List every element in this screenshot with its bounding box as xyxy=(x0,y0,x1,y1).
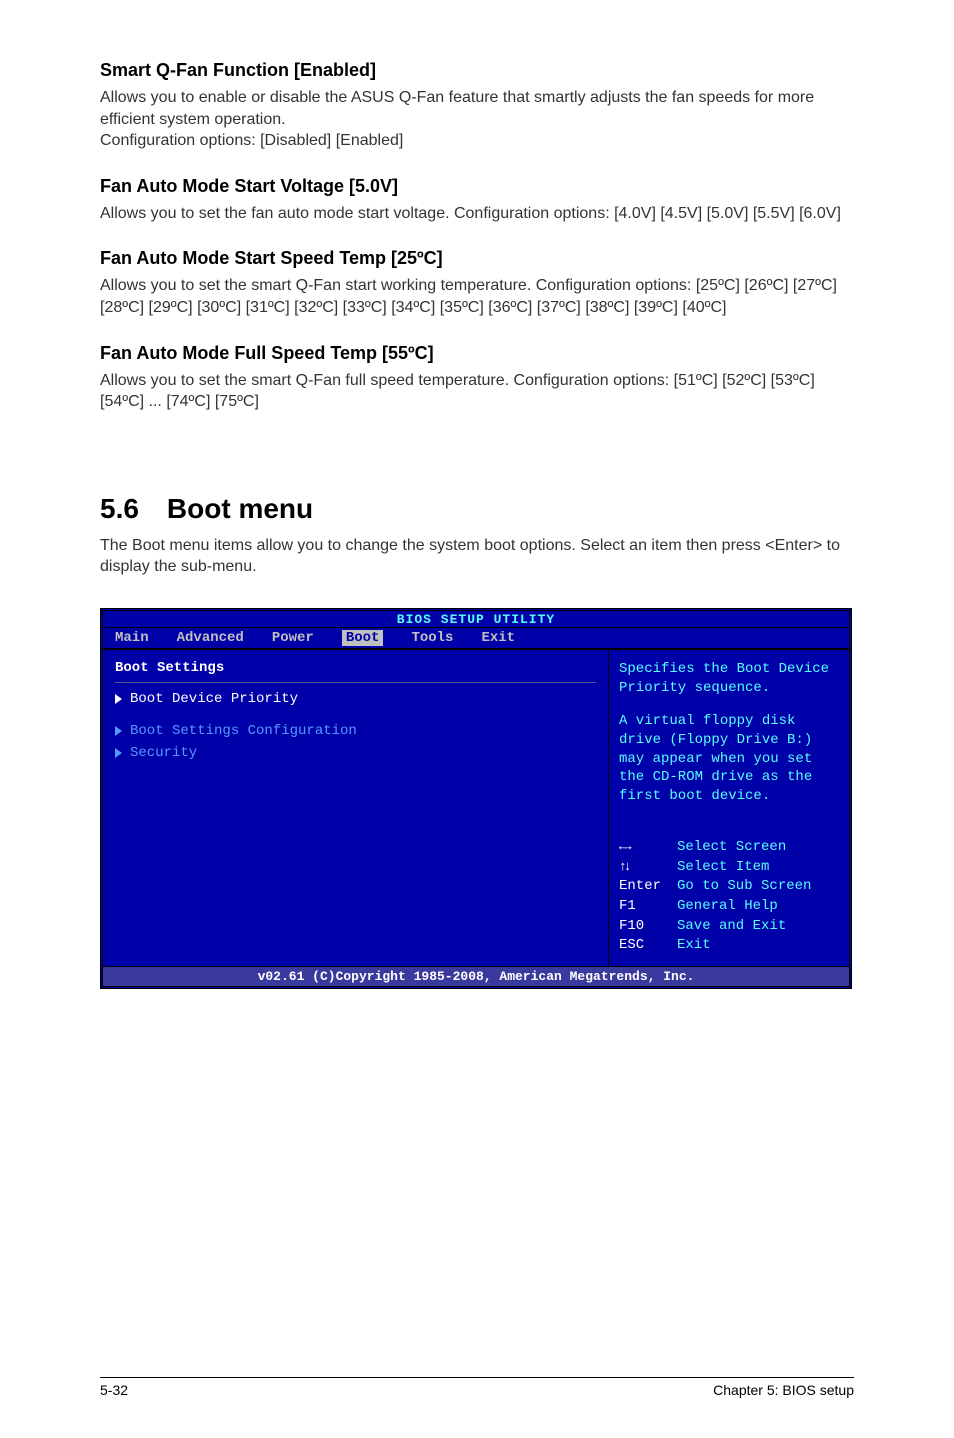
key-label: ←→ xyxy=(619,838,677,858)
bios-footer: v02.61 (C)Copyright 1985-2008, American … xyxy=(103,966,849,986)
key-label: F10 xyxy=(619,917,677,937)
key-action: Save and Exit xyxy=(677,917,786,937)
boot-menu-body: The Boot menu items allow you to change … xyxy=(100,535,854,578)
boot-menu-heading: 5.6 Boot menu xyxy=(100,493,854,525)
bios-item-label: Security xyxy=(130,745,197,761)
boot-settings-title: Boot Settings xyxy=(115,660,596,676)
bios-right-pane: Specifies the Boot Device Priority seque… xyxy=(609,650,849,966)
bios-tab-exit[interactable]: Exit xyxy=(481,630,515,646)
key-action: General Help xyxy=(677,897,778,917)
key-label: F1 xyxy=(619,897,677,917)
key-action: Select Screen xyxy=(677,838,786,858)
bios-tab-power[interactable]: Power xyxy=(272,630,314,646)
right-desc-1: Specifies the Boot Device Priority seque… xyxy=(619,660,839,698)
section-body: Allows you to set the smart Q-Fan full s… xyxy=(100,370,854,413)
bios-item[interactable]: Boot Settings Configuration xyxy=(115,723,596,739)
section-body: Allows you to set the smart Q-Fan start … xyxy=(100,275,854,318)
bios-menu-bar: Main Advanced Power Boot Tools Exit xyxy=(103,628,849,650)
bios-left-pane: Boot Settings Boot Device Priority Boot S… xyxy=(103,650,609,966)
section-title: Fan Auto Mode Start Voltage [5.0V] xyxy=(100,176,854,197)
key-action: Go to Sub Screen xyxy=(677,877,811,897)
key-label: ESC xyxy=(619,936,677,956)
bios-title: BIOS SETUP UTILITY xyxy=(103,611,849,628)
section-title: Fan Auto Mode Start Speed Temp [25ºC] xyxy=(100,248,854,269)
bios-tab-main[interactable]: Main xyxy=(115,630,149,646)
key-label: Enter xyxy=(619,877,677,897)
triangle-icon xyxy=(115,726,122,736)
right-keys: ←→Select Screen↑↓Select ItemEnterGo to S… xyxy=(619,838,839,956)
triangle-icon xyxy=(115,694,122,704)
page-footer: 5-32 Chapter 5: BIOS setup xyxy=(100,1377,854,1398)
bios-item-label: Boot Settings Configuration xyxy=(130,723,357,739)
section-body: Allows you to set the fan auto mode star… xyxy=(100,203,854,225)
bios-tab-boot[interactable]: Boot xyxy=(342,630,384,646)
page-number: 5-32 xyxy=(100,1382,128,1398)
bios-item-label: Boot Device Priority xyxy=(130,691,298,707)
bios-tab-tools[interactable]: Tools xyxy=(411,630,453,646)
bios-window: BIOS SETUP UTILITY Main Advanced Power Boot… xyxy=(100,608,852,989)
right-desc-2: A virtual floppy disk drive (Floppy Driv… xyxy=(619,712,839,806)
section-body: Allows you to enable or disable the ASUS… xyxy=(100,87,854,152)
key-action: Select Item xyxy=(677,858,769,878)
key-action: Exit xyxy=(677,936,711,956)
section-title: Fan Auto Mode Full Speed Temp [55ºC] xyxy=(100,343,854,364)
bios-divider xyxy=(115,682,596,683)
bios-item[interactable]: Boot Device Priority xyxy=(115,691,596,707)
key-label: ↑↓ xyxy=(619,858,677,878)
bios-tab-advanced[interactable]: Advanced xyxy=(177,630,244,646)
section-title: Smart Q-Fan Function [Enabled] xyxy=(100,60,854,81)
bios-item[interactable]: Security xyxy=(115,745,596,761)
triangle-icon xyxy=(115,748,122,758)
chapter-label: Chapter 5: BIOS setup xyxy=(713,1382,854,1398)
